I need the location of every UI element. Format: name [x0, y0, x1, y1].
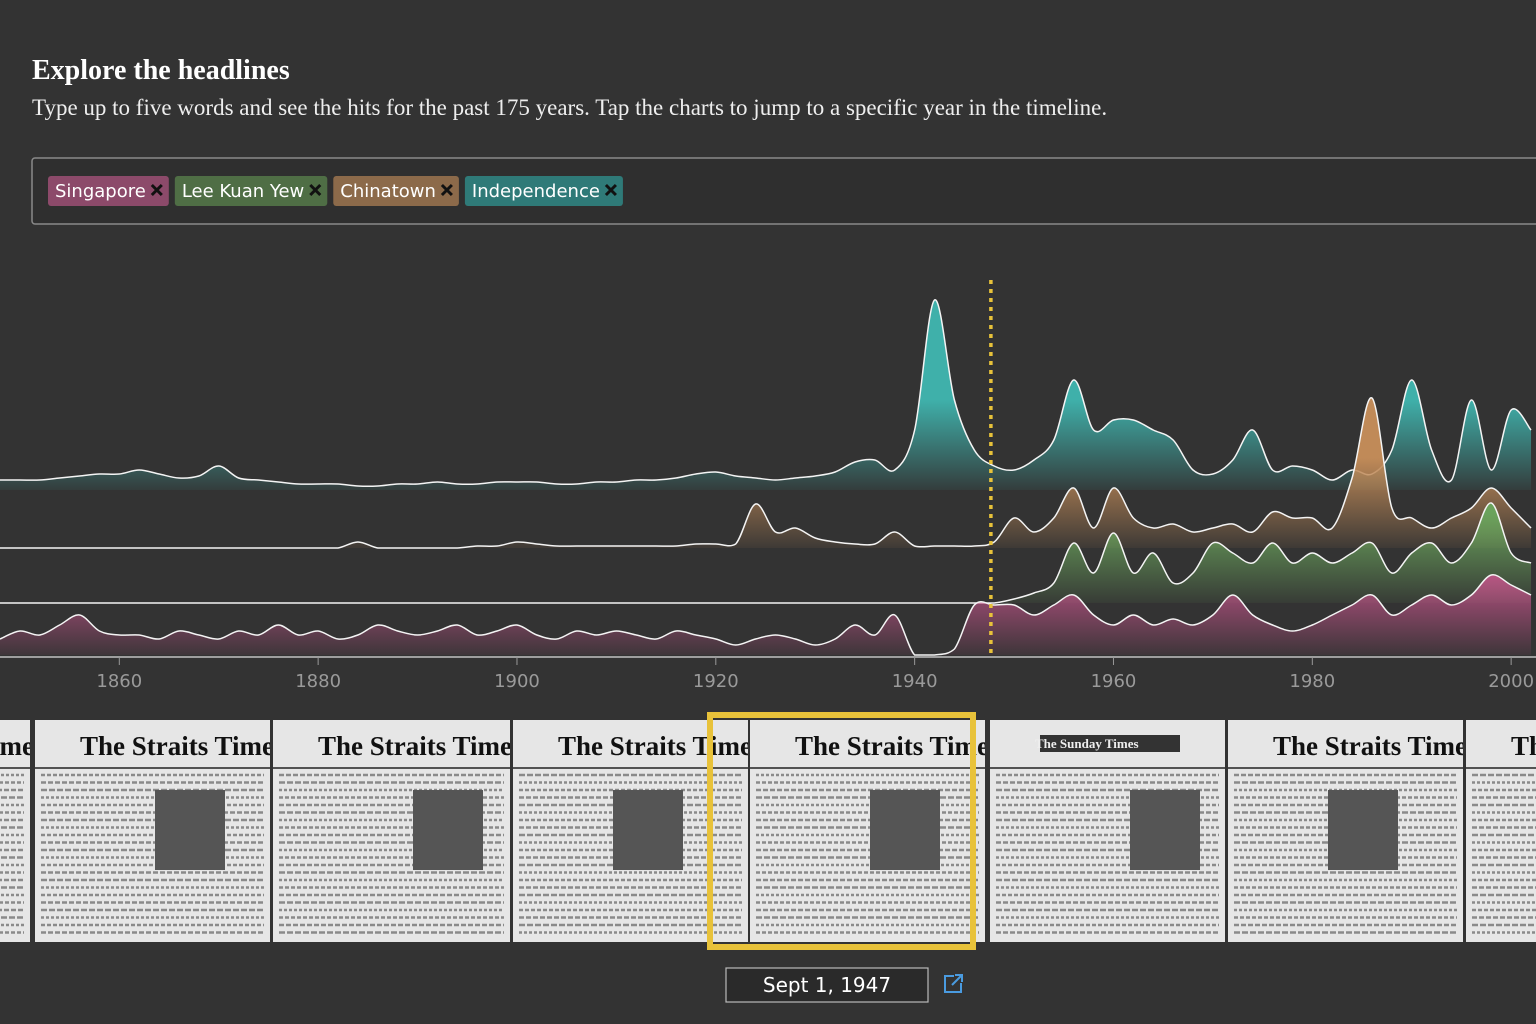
photo — [155, 790, 225, 870]
ridge-area — [0, 397, 1532, 548]
masthead: The Straits Times — [1511, 731, 1536, 761]
ridge-area — [0, 299, 1532, 490]
ridge-line — [0, 502, 1532, 604]
page — [1466, 720, 1536, 942]
ridge-area — [0, 574, 1532, 655]
photo — [870, 790, 940, 870]
newspaper-thumbnail[interactable]: The Straits Times — [750, 720, 1000, 942]
masthead: The Straits Times — [318, 731, 523, 761]
ridge-line — [0, 574, 1532, 656]
x-tick-label: 1860 — [96, 671, 142, 692]
newspaper-thumbnail[interactable]: The Straits Times — [1228, 720, 1478, 942]
newspaper-thumbnail[interactable]: The Straits Times — [0, 720, 45, 942]
tag-label: Independence — [472, 181, 600, 202]
tag-remove — [309, 183, 322, 197]
x-tick-label: 1980 — [1289, 671, 1335, 692]
newspaper-thumbnail[interactable]: The Straits Times — [35, 720, 285, 942]
masthead: The Straits Times — [1273, 731, 1478, 761]
masthead: The Straits Times — [80, 731, 285, 761]
date-box[interactable] — [725, 967, 929, 1003]
masthead: The Sunday Times — [1035, 736, 1139, 751]
x-tick-label: 1920 — [693, 671, 739, 692]
tag-remove — [440, 183, 453, 197]
tag-remove — [150, 183, 163, 197]
title: Explore the headlines — [32, 55, 290, 86]
tag-remove — [604, 183, 617, 197]
x-tick-label: 1940 — [892, 671, 938, 692]
tag[interactable]: Singapore — [48, 176, 169, 206]
page — [35, 720, 270, 942]
search-box[interactable] — [31, 157, 1536, 225]
photo — [1130, 790, 1200, 870]
tag-label: Chinatown — [340, 181, 436, 202]
tag-label: Lee Kuan Yew — [182, 181, 304, 202]
tag[interactable]: Lee Kuan Yew — [174, 176, 328, 206]
masthead: The Straits Times — [558, 731, 763, 761]
selected-frame — [707, 712, 976, 950]
x-tick-label: 1900 — [494, 671, 540, 692]
newspaper-thumbnail[interactable]: The Straits Times — [513, 720, 763, 942]
masthead-band — [1040, 735, 1180, 752]
newspaper-thumbnail[interactable]: The Straits Times — [273, 720, 523, 942]
photo — [613, 790, 683, 870]
external-link-icon[interactable] — [944, 974, 963, 993]
ridge-line — [0, 299, 1532, 487]
tag-background — [48, 176, 169, 206]
masthead: The Straits Times — [0, 731, 45, 761]
page — [0, 720, 30, 942]
x-tick-label: 2000 — [1488, 671, 1534, 692]
subtitle: Type up to five words and see the hits f… — [32, 95, 1107, 120]
masthead: The Straits Times — [795, 731, 1000, 761]
photo — [1328, 790, 1398, 870]
tag[interactable]: Independence — [464, 176, 623, 206]
tag-background — [464, 176, 623, 206]
tag-label: Singapore — [55, 181, 146, 202]
ridge-area — [0, 502, 1532, 603]
photo — [413, 790, 483, 870]
tag-background — [174, 176, 328, 206]
tag[interactable]: Chinatown — [333, 176, 459, 206]
selected-date: Sept 1, 1947 — [763, 973, 891, 997]
tag-background — [333, 176, 459, 206]
x-tick-label: 1880 — [295, 671, 341, 692]
x-tick-label: 1960 — [1091, 671, 1137, 692]
newspaper-thumbnail[interactable]: The Sunday Times — [990, 720, 1225, 942]
newspaper-thumbnail[interactable]: The Straits Times — [1466, 720, 1536, 942]
ridge-line — [0, 397, 1532, 549]
page — [750, 720, 985, 942]
